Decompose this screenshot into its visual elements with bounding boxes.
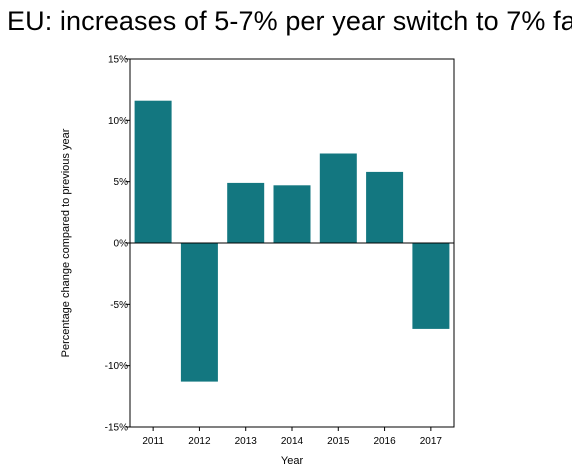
bar-2012	[180, 243, 218, 382]
x-tick-label: 2015	[327, 436, 350, 447]
y-tick-label: -10%	[105, 361, 128, 372]
bars-group	[134, 100, 450, 382]
x-tick-label: 2017	[420, 436, 443, 447]
x-tick-label: 2011	[142, 436, 164, 447]
bar-2013	[227, 182, 265, 243]
x-tick-label: 2016	[373, 436, 396, 447]
x-axis-title: Year	[281, 455, 304, 467]
bar-2016	[366, 171, 404, 243]
y-tick-label: -15%	[105, 423, 128, 434]
x-tick-label: 2012	[188, 436, 211, 447]
x-axis-ticks: 2011 2012 2013 2014 2015 2016 2017	[142, 427, 442, 447]
y-axis-ticks: 15% 10% 5% 0% -5% -10% -15%	[105, 55, 130, 434]
y-tick-label: 0%	[114, 239, 129, 250]
y-axis-title: Percentage change compared to previous y…	[60, 128, 72, 357]
chart-title: EU: increases of 5-7% per year switch to…	[7, 6, 572, 36]
bar-2017	[412, 243, 450, 329]
y-tick-label: 15%	[108, 55, 128, 66]
bar-2015	[319, 153, 357, 243]
y-tick-label: 5%	[114, 177, 129, 188]
bar-2014	[273, 185, 311, 243]
y-tick-label: 10%	[108, 116, 128, 127]
y-tick-label: -5%	[110, 300, 128, 311]
bar-2011	[134, 100, 172, 243]
x-tick-label: 2013	[235, 436, 258, 447]
x-tick-label: 2014	[281, 436, 304, 447]
